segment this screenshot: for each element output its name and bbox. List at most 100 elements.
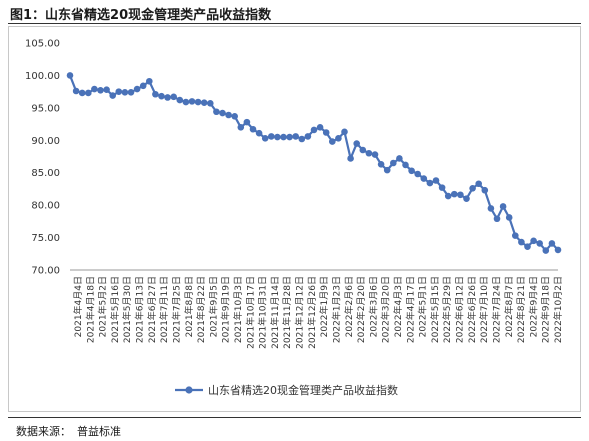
data-point [365,149,373,157]
data-point [66,72,74,79]
x-tick-label: 2022年5月15日 [429,276,441,343]
data-point [292,133,300,140]
data-point [377,160,385,168]
x-tick-label: 2022年4月3日 [392,276,404,337]
x-tick-label: 2022年5月1日 [417,276,429,337]
data-point [322,129,330,136]
x-tick-label: 2021年12月26日 [306,276,318,349]
data-point [280,133,287,141]
data-point [139,82,147,90]
x-tick-label: 2021年4月4日 [72,276,84,337]
source-label: 数据来源： [16,425,71,438]
x-tick-label: 2022年6月26日 [466,276,478,343]
data-point [249,125,257,133]
x-tick-label: 2022年5月29日 [441,276,453,343]
data-point [78,89,86,97]
x-tick-label: 2022年7月10日 [478,276,490,343]
data-point [268,133,275,140]
x-tick-label: 2021年7月11日 [158,276,170,343]
data-point [219,109,226,117]
x-tick-label: 2022年1月23日 [330,276,342,343]
legend-label: 山东省精选20现金管理类产品收益指数 [208,383,398,397]
data-point [359,146,367,154]
data-point [493,215,501,223]
data-point [420,175,428,182]
data-point [207,100,214,107]
data-point [402,161,409,169]
source-value: 普益标准 [77,425,121,438]
x-tick-label: 2022年3月20日 [380,276,392,343]
x-tick-label: 2021年7月25日 [170,276,182,343]
x-tick-label: 2022年3月6日 [367,276,379,337]
data-point [524,243,531,250]
data-point [237,124,245,131]
data-point [353,140,361,147]
data-point [304,133,312,140]
data-point [72,87,80,95]
x-tick-label: 2021年5月30日 [121,276,133,343]
data-point [329,138,336,145]
series-markers [66,72,562,254]
x-tick-label: 2022年2月6日 [343,276,355,337]
data-point [213,108,220,116]
x-tick-label: 2021年8月22日 [195,276,207,343]
data-point [194,98,202,106]
y-axis-ticks: 70.00 75.00 80.00 85.00 90.00 95.00 100.00 105.… [25,39,60,277]
x-tick-label: 2021年12月12日 [294,276,306,349]
data-point [444,192,452,200]
x-tick-label: 2021年10月31日 [257,276,269,349]
data-point [487,205,495,212]
data-point [335,135,342,142]
data-point [554,246,562,254]
x-tick-label: 2021年5月16日 [109,276,121,343]
data-point [316,124,324,131]
x-tick-label: 2021年8月8日 [183,276,195,337]
data-point [475,180,483,188]
x-tick-label: 2022年6月12日 [454,276,466,343]
data-point [548,240,556,247]
data-point [451,190,458,198]
data-point [347,155,354,162]
x-tick-label: 2021年11月28日 [281,276,293,349]
data-point [109,92,116,99]
x-tick-label: 2021年5月2日 [97,276,109,337]
data-point [200,99,208,106]
x-tick-label: 2021年10月3日 [232,276,244,343]
x-axis-ticks: 2021年4月4日 2021年4月18日 2021年5月2日 2021年5月16日 20… [72,276,564,349]
data-point [243,118,251,126]
data-point [97,87,104,94]
source-note: 数据来源： 普益标准 [10,423,121,439]
x-tick-label: 2022年8月21日 [515,276,527,343]
data-point [463,195,470,202]
source-divider [8,417,581,418]
x-tick-label: 2022年4月17日 [404,276,416,343]
y-tick-label: 85.00 [31,168,60,179]
data-point [371,151,379,158]
title-divider [8,23,581,24]
x-tick-label: 2021年6月13日 [134,276,146,343]
x-tick-label: 2021年9月19日 [220,276,232,343]
data-point [146,77,153,85]
data-point [115,88,123,95]
data-point [103,86,110,93]
data-point [274,133,281,141]
x-tick-label: 2022年10月2日 [552,276,564,343]
chart-frame [8,26,581,412]
x-tick-label: 2022年9月4日 [527,276,539,337]
y-tick-label: 95.00 [31,103,60,114]
x-tick-label: 2021年9月5日 [207,276,219,337]
data-point [530,237,537,245]
x-tick-label: 2022年1月9日 [318,276,330,337]
data-point [383,166,391,174]
data-point [457,191,464,199]
data-point [408,167,415,175]
data-point [225,111,232,119]
data-point [261,135,269,142]
data-point [341,128,348,136]
data-point [164,94,171,101]
data-point [310,126,318,134]
data-point [121,88,129,96]
data-point [469,184,476,192]
y-tick-label: 75.00 [31,233,60,244]
data-point [91,85,98,93]
